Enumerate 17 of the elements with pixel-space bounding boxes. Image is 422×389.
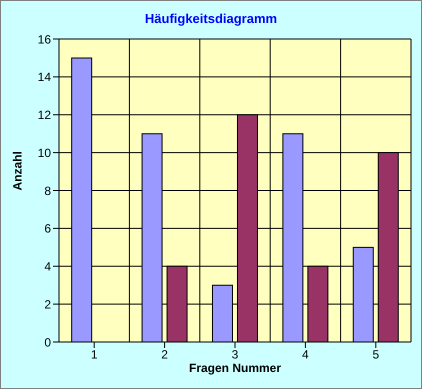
x-axis-title: Fragen Nummer: [188, 361, 282, 375]
y-tick-label: 6: [44, 222, 52, 236]
y-tick-label: 0: [44, 335, 52, 350]
chart-title: Häufigkeitsdiagramm: [144, 11, 278, 26]
x-tick-label: 5: [372, 348, 380, 362]
y-axis-title: Anzahl: [10, 151, 24, 190]
y-tick-label: 14: [38, 70, 52, 84]
x-tick-label: 1: [90, 348, 98, 362]
y-tick-label: 8: [44, 184, 52, 198]
y-tick-label: 4: [44, 260, 52, 274]
y-tick-label: 2: [44, 297, 52, 312]
y-tick-label: 12: [38, 108, 52, 122]
x-tick-label: 3: [232, 348, 239, 362]
y-tick-label: 16: [38, 32, 52, 46]
x-tick-label: 4: [302, 348, 310, 362]
y-tick-label: 10: [38, 146, 52, 160]
x-tick-label: 2: [161, 348, 168, 362]
